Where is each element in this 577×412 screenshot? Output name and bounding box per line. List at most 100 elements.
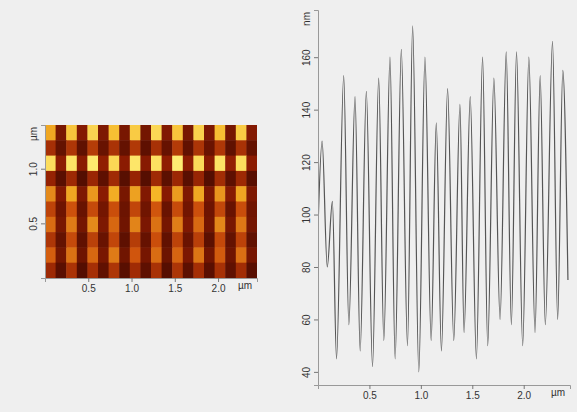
x-axis-line: [46, 279, 258, 283]
heatmap-cell: [140, 186, 151, 202]
heatmap-cell: [119, 217, 130, 233]
heatmap-cell: [236, 186, 247, 202]
heatmap-cell: [119, 156, 130, 172]
heatmap-cell: [183, 202, 194, 218]
heatmap-cell: [172, 247, 183, 263]
heatmap-cell: [204, 171, 215, 187]
x-tick: 1.0: [414, 385, 428, 401]
heatmap-cell: [140, 263, 151, 278]
x-tick-label: 1.0: [125, 283, 139, 294]
heatmap-cell: [162, 217, 173, 233]
heatmap-cell: [119, 202, 130, 218]
heatmap-cell: [204, 247, 215, 263]
heatmap-cell: [162, 202, 173, 218]
heatmap-cell: [162, 247, 173, 263]
heatmap-cell: [225, 232, 236, 248]
heatmap-cell: [162, 171, 173, 187]
x-tick-label: 2.0: [517, 390, 531, 401]
heatmap-cell: [98, 263, 109, 278]
heatmap-cell: [98, 186, 109, 202]
heatmap-cell: [109, 232, 120, 248]
heatmap-cell: [246, 217, 257, 233]
heatmap-cell: [66, 156, 77, 172]
heatmap-cell: [215, 140, 226, 156]
heatmap-cell: [225, 156, 236, 172]
heatmap-cell: [151, 156, 162, 172]
heatmap-cell: [215, 186, 226, 202]
heatmap-cell: [204, 217, 215, 233]
x-tick: 0.5: [82, 278, 96, 294]
heatmap-cell: [87, 125, 98, 141]
heatmap-cell: [204, 263, 215, 278]
heatmap-cell: [98, 140, 109, 156]
heatmap-cell: [215, 247, 226, 263]
y-tick-mark: [314, 57, 318, 58]
y-tick-label: 40: [301, 366, 312, 378]
heatmap-cell: [56, 263, 67, 278]
heatmap-cell: [172, 171, 183, 187]
heatmap-cell: [204, 125, 215, 141]
y-axis: 406080100120140160: [301, 11, 319, 386]
heatmap-cell: [45, 140, 56, 156]
heatmap-cell: [172, 125, 183, 141]
heatmap-cell: [45, 125, 56, 141]
heatmap-cell: [151, 217, 162, 233]
heatmap-cell: [225, 171, 236, 187]
heatmap-cell: [236, 156, 247, 172]
y-tick: 100: [301, 206, 318, 223]
heatmap-cell: [172, 140, 183, 156]
heatmap-cell: [246, 156, 257, 172]
heatmap-cell: [98, 247, 109, 263]
heatmap-cell: [140, 156, 151, 172]
figure: 0.51.01.52.00.51.0µmµm0.51.01.52.0406080…: [0, 0, 577, 412]
heatmap-cell: [56, 217, 67, 233]
heatmap-cell: [151, 232, 162, 248]
heatmap-cell: [119, 263, 130, 278]
y-tick-label: 80: [301, 261, 312, 273]
heatmap-cell: [98, 156, 109, 172]
heatmap-cell: [236, 247, 247, 263]
x-axis-line: [319, 386, 571, 390]
heatmap-cell: [183, 156, 194, 172]
x-tick-label: 0.5: [82, 283, 96, 294]
heatmap-cell: [77, 156, 88, 172]
y-tick: 40: [301, 366, 318, 378]
x-tick-label: 1.5: [168, 283, 182, 294]
x-axis: 0.51.01.52.0: [319, 385, 571, 401]
y-tick: 160: [301, 49, 318, 66]
heatmap-cell: [151, 202, 162, 218]
heatmap-cell: [236, 125, 247, 141]
heatmap-cell: [140, 171, 151, 187]
heatmap-cell: [45, 232, 56, 248]
heatmap-cell: [109, 171, 120, 187]
heatmap-cell: [119, 125, 130, 141]
heatmap-cell: [162, 140, 173, 156]
heatmap-cell: [172, 232, 183, 248]
heatmap-cell: [119, 186, 130, 202]
heatmap-cell: [109, 140, 120, 156]
x-tick-mark: [88, 278, 89, 282]
heatmap-cell: [45, 263, 56, 278]
x-tick-mark: [132, 278, 133, 282]
heatmap-cell: [236, 232, 247, 248]
heatmap-cell: [87, 217, 98, 233]
heatmap-cell: [204, 186, 215, 202]
heatmap-cell: [77, 125, 88, 141]
heatmap-cell: [225, 263, 236, 278]
heatmap-cell: [162, 156, 173, 172]
y-tick: 1.0: [28, 162, 45, 176]
heatmap-cell: [56, 171, 67, 187]
heatmap-cell: [183, 232, 194, 248]
y-axis-title: nm: [301, 12, 312, 26]
heatmap-cell: [77, 263, 88, 278]
heatmap-cell: [215, 217, 226, 233]
heatmap-cell: [140, 125, 151, 141]
heatmap-cell: [204, 202, 215, 218]
heatmap-cell: [87, 232, 98, 248]
heatmap-cell: [45, 217, 56, 233]
y-axis: 0.51.0: [28, 126, 46, 279]
heatmap-cell: [225, 202, 236, 218]
heatmap-cell: [172, 263, 183, 278]
heatmap-cell: [130, 186, 141, 202]
heatmap-cell: [45, 202, 56, 218]
